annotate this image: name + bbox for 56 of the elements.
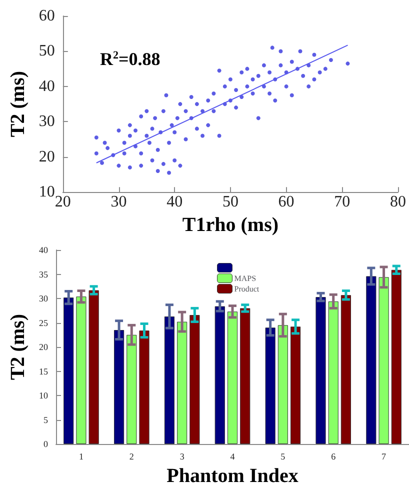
bar	[114, 330, 124, 444]
x-tick-label: 70	[334, 194, 350, 211]
y-tick-label: 10	[39, 390, 48, 400]
bar	[340, 295, 352, 444]
x-tick-label: 5	[280, 452, 286, 462]
bar	[139, 330, 150, 444]
legend-label: MAPS	[234, 274, 256, 283]
legend-label: Product	[234, 284, 260, 294]
y-tick-label: 20	[39, 342, 48, 352]
bar	[214, 306, 225, 444]
x-tick-label: 50	[222, 194, 238, 211]
y-tick-label: 60	[38, 8, 55, 24]
x-axis-title: Phantom Index	[166, 465, 298, 487]
x-tick-label: 80	[390, 194, 406, 211]
y-tick-label: 5	[44, 414, 48, 425]
y-tick-label: 30	[38, 113, 55, 130]
bar	[378, 277, 389, 444]
bar	[265, 328, 276, 444]
bar	[227, 312, 238, 444]
y-tick-label: 10	[38, 184, 55, 201]
x-tick-label: 30	[110, 194, 127, 211]
bar	[190, 314, 200, 444]
bar	[366, 276, 376, 444]
bar	[64, 298, 74, 444]
x-tick-label: 2	[129, 452, 134, 462]
bar	[316, 297, 326, 444]
bar	[164, 316, 175, 444]
bar	[328, 301, 338, 444]
bar	[177, 322, 188, 444]
x-tick-label: 20	[54, 194, 71, 211]
y-tick-label: 15	[39, 366, 48, 376]
x-tick-label: 40	[166, 194, 183, 211]
y-tick-label: 30	[39, 294, 48, 304]
x-tick-label: 3	[180, 452, 185, 462]
x-axis-title: T1rho (ms)	[182, 214, 279, 236]
bar	[240, 308, 250, 444]
bar	[76, 296, 86, 444]
y-tick-label: 25	[39, 318, 48, 328]
y-tick-label: 50	[38, 42, 55, 60]
x-tick-label: 7	[382, 452, 387, 462]
x-tick-label: 6	[331, 452, 336, 462]
y-tick-label: 40	[39, 245, 48, 255]
x-tick-label: 60	[278, 194, 294, 211]
bar	[278, 325, 288, 444]
bar	[391, 270, 402, 444]
x-tick-label: 1	[78, 452, 84, 462]
y-tick-label: 35	[39, 269, 48, 280]
bar	[290, 326, 301, 444]
y-tick-label: 40	[38, 78, 55, 95]
x-tick-label: 4	[230, 452, 236, 462]
bar	[126, 334, 137, 444]
y-tick-label: 20	[38, 148, 55, 166]
y-tick-label: 0	[44, 439, 48, 449]
y-axis-title: T2 (ms)	[7, 70, 29, 138]
y-axis-title: T2 (ms)	[7, 314, 29, 380]
bar	[88, 290, 99, 444]
